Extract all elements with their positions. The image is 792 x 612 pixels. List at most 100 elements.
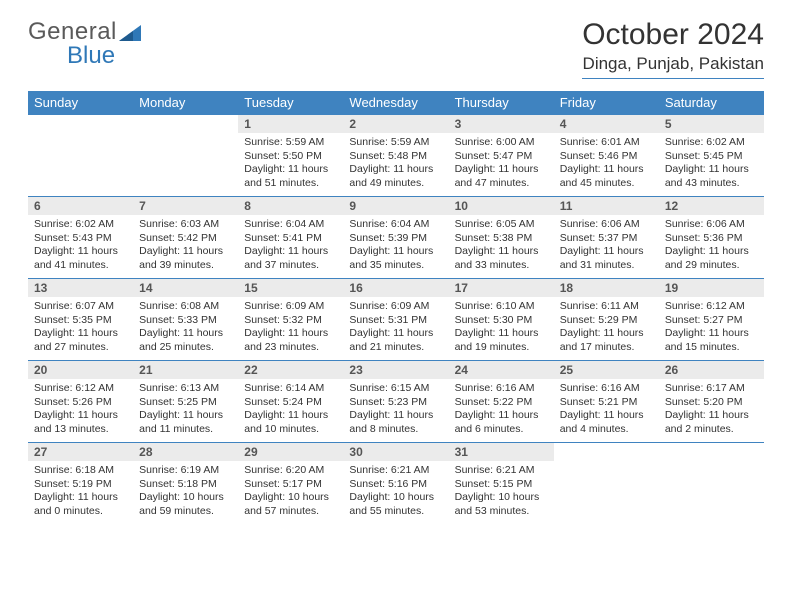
location-text: Dinga, Punjab, Pakistan [582, 54, 764, 74]
day-details: Sunrise: 6:10 AMSunset: 5:30 PMDaylight:… [449, 297, 554, 357]
day-number: 16 [343, 279, 448, 297]
day-cell-2: 2Sunrise: 5:59 AMSunset: 5:48 PMDaylight… [343, 115, 448, 197]
day-cell-28: 28Sunrise: 6:19 AMSunset: 5:18 PMDayligh… [133, 443, 238, 525]
day-details: Sunrise: 6:17 AMSunset: 5:20 PMDaylight:… [659, 379, 764, 439]
day-details: Sunrise: 6:18 AMSunset: 5:19 PMDaylight:… [28, 461, 133, 521]
day-details: Sunrise: 6:01 AMSunset: 5:46 PMDaylight:… [554, 133, 659, 193]
day-cell-24: 24Sunrise: 6:16 AMSunset: 5:22 PMDayligh… [449, 361, 554, 443]
day-cell-20: 20Sunrise: 6:12 AMSunset: 5:26 PMDayligh… [28, 361, 133, 443]
day-number: 9 [343, 197, 448, 215]
day-details: Sunrise: 6:12 AMSunset: 5:26 PMDaylight:… [28, 379, 133, 439]
day-number: 29 [238, 443, 343, 461]
day-details: Sunrise: 6:04 AMSunset: 5:41 PMDaylight:… [238, 215, 343, 275]
day-details: Sunrise: 6:03 AMSunset: 5:42 PMDaylight:… [133, 215, 238, 275]
day-cell-5: 5Sunrise: 6:02 AMSunset: 5:45 PMDaylight… [659, 115, 764, 197]
day-details: Sunrise: 6:08 AMSunset: 5:33 PMDaylight:… [133, 297, 238, 357]
day-number: 13 [28, 279, 133, 297]
empty-cell [133, 115, 238, 197]
day-details: Sunrise: 6:06 AMSunset: 5:37 PMDaylight:… [554, 215, 659, 275]
day-cell-11: 11Sunrise: 6:06 AMSunset: 5:37 PMDayligh… [554, 197, 659, 279]
day-number: 24 [449, 361, 554, 379]
day-details: Sunrise: 6:02 AMSunset: 5:45 PMDaylight:… [659, 133, 764, 193]
day-details: Sunrise: 6:15 AMSunset: 5:23 PMDaylight:… [343, 379, 448, 439]
day-cell-8: 8Sunrise: 6:04 AMSunset: 5:41 PMDaylight… [238, 197, 343, 279]
day-cell-31: 31Sunrise: 6:21 AMSunset: 5:15 PMDayligh… [449, 443, 554, 525]
day-details: Sunrise: 6:21 AMSunset: 5:15 PMDaylight:… [449, 461, 554, 521]
calendar-body: 1Sunrise: 5:59 AMSunset: 5:50 PMDaylight… [28, 115, 764, 525]
day-number: 14 [133, 279, 238, 297]
page-title: October 2024 [582, 18, 764, 52]
day-details: Sunrise: 5:59 AMSunset: 5:50 PMDaylight:… [238, 133, 343, 193]
day-cell-15: 15Sunrise: 6:09 AMSunset: 5:32 PMDayligh… [238, 279, 343, 361]
day-cell-10: 10Sunrise: 6:05 AMSunset: 5:38 PMDayligh… [449, 197, 554, 279]
day-number: 25 [554, 361, 659, 379]
day-number: 6 [28, 197, 133, 215]
header: General October 2024 Dinga, Punjab, Paki… [28, 18, 764, 79]
calendar-row: 1Sunrise: 5:59 AMSunset: 5:50 PMDaylight… [28, 115, 764, 197]
day-number: 15 [238, 279, 343, 297]
day-number: 21 [133, 361, 238, 379]
day-details: Sunrise: 5:59 AMSunset: 5:48 PMDaylight:… [343, 133, 448, 193]
weekday-saturday: Saturday [659, 91, 764, 115]
day-cell-21: 21Sunrise: 6:13 AMSunset: 5:25 PMDayligh… [133, 361, 238, 443]
day-details: Sunrise: 6:16 AMSunset: 5:22 PMDaylight:… [449, 379, 554, 439]
day-number: 3 [449, 115, 554, 133]
day-cell-29: 29Sunrise: 6:20 AMSunset: 5:17 PMDayligh… [238, 443, 343, 525]
title-block: October 2024 Dinga, Punjab, Pakistan [582, 18, 764, 79]
day-cell-1: 1Sunrise: 5:59 AMSunset: 5:50 PMDaylight… [238, 115, 343, 197]
calendar-row: 20Sunrise: 6:12 AMSunset: 5:26 PMDayligh… [28, 361, 764, 443]
day-details: Sunrise: 6:21 AMSunset: 5:16 PMDaylight:… [343, 461, 448, 521]
weekday-header-row: SundayMondayTuesdayWednesdayThursdayFrid… [28, 91, 764, 115]
day-number: 17 [449, 279, 554, 297]
calendar-row: 13Sunrise: 6:07 AMSunset: 5:35 PMDayligh… [28, 279, 764, 361]
day-number: 23 [343, 361, 448, 379]
day-cell-4: 4Sunrise: 6:01 AMSunset: 5:46 PMDaylight… [554, 115, 659, 197]
day-cell-30: 30Sunrise: 6:21 AMSunset: 5:16 PMDayligh… [343, 443, 448, 525]
weekday-monday: Monday [133, 91, 238, 115]
weekday-wednesday: Wednesday [343, 91, 448, 115]
day-cell-18: 18Sunrise: 6:11 AMSunset: 5:29 PMDayligh… [554, 279, 659, 361]
empty-cell [659, 443, 764, 525]
day-cell-23: 23Sunrise: 6:15 AMSunset: 5:23 PMDayligh… [343, 361, 448, 443]
day-cell-9: 9Sunrise: 6:04 AMSunset: 5:39 PMDaylight… [343, 197, 448, 279]
calendar-table: SundayMondayTuesdayWednesdayThursdayFrid… [28, 91, 764, 525]
day-number: 20 [28, 361, 133, 379]
day-number: 19 [659, 279, 764, 297]
day-cell-7: 7Sunrise: 6:03 AMSunset: 5:42 PMDaylight… [133, 197, 238, 279]
day-cell-12: 12Sunrise: 6:06 AMSunset: 5:36 PMDayligh… [659, 197, 764, 279]
day-cell-17: 17Sunrise: 6:10 AMSunset: 5:30 PMDayligh… [449, 279, 554, 361]
day-details: Sunrise: 6:14 AMSunset: 5:24 PMDaylight:… [238, 379, 343, 439]
day-details: Sunrise: 6:20 AMSunset: 5:17 PMDaylight:… [238, 461, 343, 521]
day-number: 26 [659, 361, 764, 379]
weekday-sunday: Sunday [28, 91, 133, 115]
day-cell-22: 22Sunrise: 6:14 AMSunset: 5:24 PMDayligh… [238, 361, 343, 443]
day-number: 8 [238, 197, 343, 215]
day-number: 18 [554, 279, 659, 297]
day-details: Sunrise: 6:07 AMSunset: 5:35 PMDaylight:… [28, 297, 133, 357]
day-details: Sunrise: 6:19 AMSunset: 5:18 PMDaylight:… [133, 461, 238, 521]
day-details: Sunrise: 6:05 AMSunset: 5:38 PMDaylight:… [449, 215, 554, 275]
day-cell-6: 6Sunrise: 6:02 AMSunset: 5:43 PMDaylight… [28, 197, 133, 279]
day-number: 2 [343, 115, 448, 133]
day-number: 12 [659, 197, 764, 215]
calendar-row: 27Sunrise: 6:18 AMSunset: 5:19 PMDayligh… [28, 443, 764, 525]
triangle-icon [119, 23, 141, 41]
day-number: 22 [238, 361, 343, 379]
day-cell-13: 13Sunrise: 6:07 AMSunset: 5:35 PMDayligh… [28, 279, 133, 361]
day-details: Sunrise: 6:00 AMSunset: 5:47 PMDaylight:… [449, 133, 554, 193]
day-cell-16: 16Sunrise: 6:09 AMSunset: 5:31 PMDayligh… [343, 279, 448, 361]
day-cell-26: 26Sunrise: 6:17 AMSunset: 5:20 PMDayligh… [659, 361, 764, 443]
day-number: 4 [554, 115, 659, 133]
day-cell-19: 19Sunrise: 6:12 AMSunset: 5:27 PMDayligh… [659, 279, 764, 361]
day-cell-14: 14Sunrise: 6:08 AMSunset: 5:33 PMDayligh… [133, 279, 238, 361]
brand-part2: Blue [67, 42, 115, 70]
day-number: 30 [343, 443, 448, 461]
day-details: Sunrise: 6:13 AMSunset: 5:25 PMDaylight:… [133, 379, 238, 439]
day-details: Sunrise: 6:11 AMSunset: 5:29 PMDaylight:… [554, 297, 659, 357]
calendar-row: 6Sunrise: 6:02 AMSunset: 5:43 PMDaylight… [28, 197, 764, 279]
day-cell-25: 25Sunrise: 6:16 AMSunset: 5:21 PMDayligh… [554, 361, 659, 443]
day-number: 11 [554, 197, 659, 215]
weekday-friday: Friday [554, 91, 659, 115]
day-cell-3: 3Sunrise: 6:00 AMSunset: 5:47 PMDaylight… [449, 115, 554, 197]
day-details: Sunrise: 6:04 AMSunset: 5:39 PMDaylight:… [343, 215, 448, 275]
